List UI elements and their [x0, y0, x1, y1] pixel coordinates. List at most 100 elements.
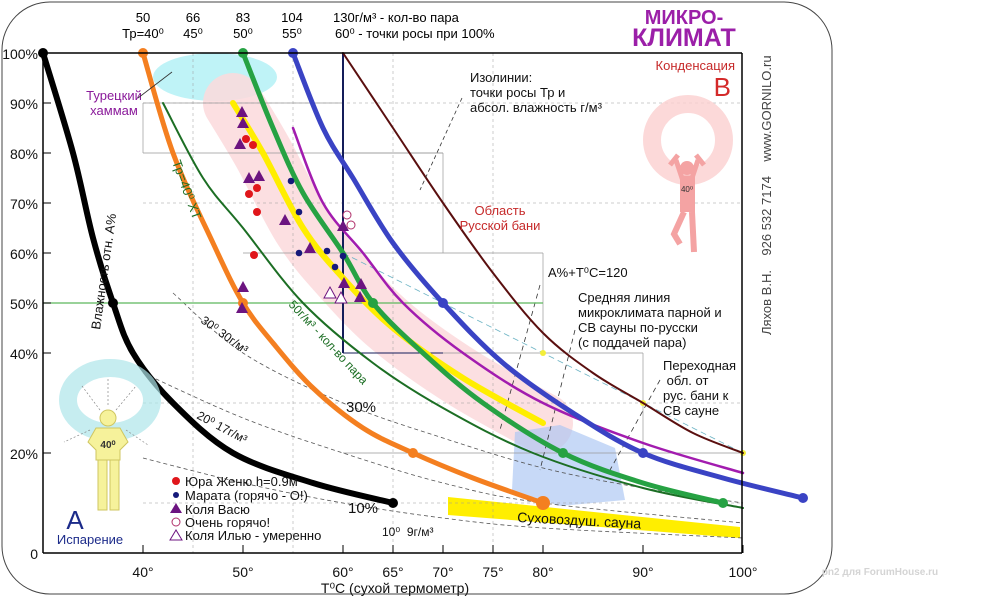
x-tick-label: 80°	[532, 564, 553, 580]
dry-sauna-label: Суховоздуш. сауна	[517, 509, 642, 531]
point-yura-zhenyu	[249, 141, 257, 149]
point-kolya-vasyu	[279, 214, 291, 225]
title-line2: КЛИМАТ	[632, 24, 736, 52]
point-kolya-vasyu	[243, 172, 255, 183]
curve-middle	[230, 100, 546, 426]
point-kolya-vasyu	[237, 117, 249, 128]
y-tick-label: 80%	[10, 146, 38, 162]
transition-note-line: рус. бани к	[663, 388, 729, 403]
curve-tp40	[140, 50, 546, 506]
curve-marker-tp55	[798, 493, 808, 503]
zone-b-label: B	[714, 72, 731, 102]
point-kolya-vasyu	[304, 242, 316, 253]
curve-marker-tp55	[638, 448, 648, 458]
curve-marker-tp55	[438, 298, 448, 308]
transition-note: Переходная обл. от рус. бани к СВ сауне	[663, 358, 736, 418]
hammam-pointer	[137, 71, 173, 99]
iso30-label: 30⁰ 30г/м³	[198, 313, 251, 357]
point-marata	[339, 252, 347, 260]
x-tick-label: 40°	[132, 564, 153, 580]
isoline-iso10	[142, 457, 744, 539]
curve-tp55	[290, 50, 806, 501]
point-kolya-vasyu	[234, 138, 246, 149]
point-yura-zhenyu	[250, 251, 258, 259]
title-line1: МИКРО-	[645, 7, 724, 29]
isolines-note-line: абсол. влажность г/м³	[470, 100, 603, 115]
dry-sauna-zone	[448, 497, 740, 538]
side-credit: Ляхов В.Н. 926 532 7174 www.GORNILO.ru	[759, 55, 774, 335]
legend-item: Марата (горячо - О!)	[185, 488, 308, 503]
x-tick-label: 60°	[332, 564, 353, 580]
x-tick-label: 100°	[729, 564, 758, 580]
point-kolya-ilyu	[334, 290, 348, 304]
point-kolya-ilyu	[323, 285, 337, 299]
happy-person-figure: 40⁰	[59, 359, 161, 511]
x-tick-label: 50°	[232, 564, 253, 580]
isoline-iso20	[142, 372, 744, 524]
transition-note-line: СВ сауне	[663, 403, 719, 418]
middle-line-note-line: СВ сауны по-русски	[578, 320, 698, 335]
y-tick-label: 70%	[10, 196, 38, 212]
top-label-tp: Тр=40⁰	[122, 26, 164, 41]
y-tick-label: 50%	[10, 296, 38, 312]
y-tick-label: 90%	[10, 96, 38, 112]
middle-line-note-line: (с поддачей пара)	[578, 335, 686, 350]
tp40-label: Тр=40⁰ ХТ	[169, 158, 204, 221]
x-tick-label: 70°	[432, 564, 453, 580]
legend-marker-open-triangle	[169, 529, 183, 541]
evaporation-label: Испарение	[57, 532, 123, 547]
condensation-label: Конденсация	[656, 58, 735, 73]
isoline-iso30	[172, 292, 744, 504]
top-label-g: 104	[281, 10, 303, 25]
point-kolya-vasyu	[237, 281, 249, 292]
top-label-tp: 50⁰	[233, 26, 253, 41]
top-label-tp: 45⁰	[183, 26, 203, 41]
x-tick-label: 90°	[632, 564, 653, 580]
point-yura-zhenyu	[253, 208, 261, 216]
point-kolya-vasyu	[236, 106, 248, 117]
curve-g130	[342, 52, 744, 454]
middle-line-note-line: Средняя линия	[578, 290, 670, 305]
curve-marker-tp40	[536, 496, 550, 510]
curve-tp30	[40, 50, 396, 506]
legend-item: Коля Васю	[185, 502, 250, 517]
point-marata	[295, 208, 303, 216]
top-label-g: 83	[236, 10, 250, 25]
isolines-note: Изолинии: точки росы Тр и абсол. влажнос…	[470, 70, 603, 115]
curve-g50	[162, 102, 744, 509]
point-very-hot	[342, 210, 352, 220]
point-kolya-vasyu	[337, 220, 349, 231]
x-axis-label: T⁰C (сухой термометр)	[321, 580, 469, 596]
note-pointer	[499, 284, 541, 431]
rh30-label: 30%	[346, 399, 376, 416]
curve-marker-tp50	[368, 298, 378, 308]
russian-bath-label: Область	[474, 203, 525, 218]
curve-marker-tp50	[718, 498, 728, 508]
point-kolya-vasyu	[354, 291, 366, 302]
hammam-label: Турецкий	[86, 88, 142, 103]
x-tick-label: 75°	[482, 564, 503, 580]
legend-marker-red-circle	[172, 477, 180, 485]
curve-marker-tp50	[558, 448, 568, 458]
russian-bath-label: Русской бани	[460, 218, 541, 233]
middle-line-note: Средняя линия микроклимата парной и СВ с…	[578, 290, 722, 350]
curve-marker-tp30	[108, 298, 118, 308]
y-tick-label: 0	[30, 546, 38, 562]
legend-item: Коля Илью - умеренно	[185, 528, 321, 543]
top-label-tp: 60⁰ - точки росы при 100%	[335, 26, 495, 41]
point-marata	[323, 247, 331, 255]
isolines-note-line: Изолинии:	[470, 70, 532, 85]
middle-line-note-line: микроклимата парной и	[578, 305, 722, 320]
x-tick-label: 65°	[382, 564, 403, 580]
iso10-label: 10⁰ 9г/м³	[382, 525, 433, 539]
legend-marker-triangle	[170, 503, 182, 513]
point-yura-zhenyu	[245, 190, 253, 198]
legend-item: Юра Женю h=0.9м	[185, 474, 298, 489]
point-kolya-vasyu	[355, 278, 367, 289]
body-temp-label: 40⁰	[100, 440, 115, 451]
point-very-hot	[346, 220, 356, 230]
point-marata	[331, 263, 339, 271]
top-label-tp: 55⁰	[282, 26, 302, 41]
point-yura-zhenyu	[242, 135, 250, 143]
